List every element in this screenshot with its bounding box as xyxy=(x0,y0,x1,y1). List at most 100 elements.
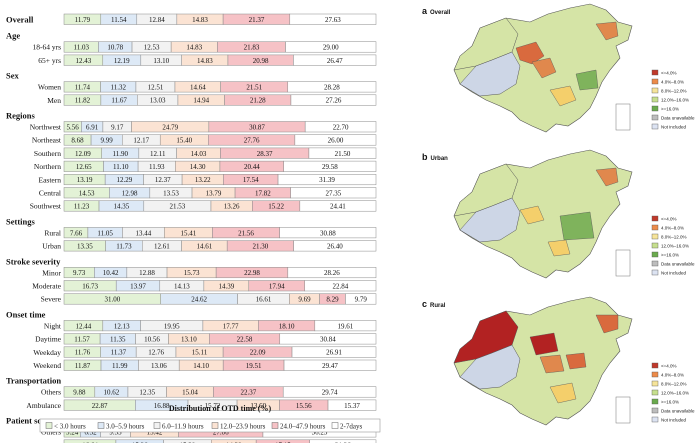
map-legend-entry: Not included xyxy=(661,418,687,423)
data-label: 11.37 xyxy=(111,349,127,357)
data-label: 13.60 xyxy=(250,402,266,410)
bar-segment xyxy=(163,439,212,443)
data-label: 22.87 xyxy=(92,402,108,410)
region-tibet xyxy=(459,197,521,243)
map-legend-entry: <=4.0% xyxy=(661,217,677,222)
data-label: 12.37 xyxy=(155,176,171,184)
data-label: 17.54 xyxy=(243,176,259,184)
china-map-overall: <=4.0% 4.0%–8.0% 8.0%–12.0% 12.0%–16.0% >=16… xyxy=(453,3,695,133)
map-legend-swatch xyxy=(651,251,659,258)
data-label: 11.87 xyxy=(75,362,91,370)
data-label: 12.61 xyxy=(154,243,170,251)
data-label: 6.52 xyxy=(84,429,97,437)
data-label: 13.53 xyxy=(163,189,179,197)
data-label: 15.56 xyxy=(296,402,312,410)
bar-segment xyxy=(291,346,377,358)
data-label: 14.94 xyxy=(193,97,209,105)
data-label: 15.40 xyxy=(176,137,192,145)
data-label: 21.56 xyxy=(238,229,254,237)
data-label: 6.91 xyxy=(86,123,99,131)
data-label: 13.06 xyxy=(151,362,167,370)
province-shape xyxy=(595,167,619,187)
data-label: 12.44 xyxy=(76,322,92,330)
data-label: 9.73 xyxy=(73,269,86,277)
data-label: 27.63 xyxy=(325,16,341,24)
group-header: Patient source xyxy=(6,416,58,426)
data-label: 9.88 xyxy=(73,389,86,397)
map-legend-swatch xyxy=(651,69,659,76)
data-label: 22.98 xyxy=(244,269,260,277)
bar-segment xyxy=(283,359,377,371)
map-legend-swatch xyxy=(651,260,659,267)
map-legend-entry: >=16.0% xyxy=(661,107,679,112)
legend-swatch xyxy=(153,422,161,429)
data-label: 11.35 xyxy=(110,336,126,344)
data-label: 27.06 xyxy=(213,429,229,437)
legend-entry: 3.0–5.9 hours xyxy=(106,423,145,431)
legend-entry: 6.0–11.9 hours xyxy=(162,423,204,431)
data-label: 14.35 xyxy=(114,203,130,211)
data-label: 11.67 xyxy=(111,97,127,105)
data-label: 12.53 xyxy=(144,44,160,52)
map-legend-entry: 12.0%–16.0% xyxy=(661,244,689,249)
row-label: Rural xyxy=(44,228,61,237)
data-label: 12.19 xyxy=(114,57,130,65)
data-label: 12.98 xyxy=(122,189,138,197)
row-label: Men xyxy=(47,96,61,105)
data-label: 12.35 xyxy=(139,389,155,397)
row-label: Urban xyxy=(42,242,61,251)
data-label: 11.54 xyxy=(111,16,127,24)
data-label: 24.62 xyxy=(191,296,207,304)
data-label: 11.05 xyxy=(97,229,113,237)
map-label: a Overall xyxy=(422,6,451,16)
map-legend-swatch xyxy=(651,362,659,369)
province-shape xyxy=(547,239,571,257)
data-label: 26.40 xyxy=(327,243,343,251)
province-shape xyxy=(549,382,577,404)
row-label: Central xyxy=(39,189,61,198)
data-label: 11.93 xyxy=(149,163,165,171)
data-label: 11.82 xyxy=(75,97,91,105)
data-label: 13.22 xyxy=(195,176,211,184)
map-legend-swatch xyxy=(651,269,659,276)
data-label: 16.88 xyxy=(154,402,170,410)
data-label: 14.10 xyxy=(193,362,209,370)
map-legend-entry: Data unavailable xyxy=(661,116,695,121)
data-label: 14.30 xyxy=(190,163,206,171)
map-legend-swatch xyxy=(651,380,659,387)
data-label: 12.11 xyxy=(150,150,166,158)
map-legend-swatch xyxy=(651,105,659,112)
data-label: 17.82 xyxy=(255,189,271,197)
map-legend-entry: Not included xyxy=(661,125,687,130)
row-label: ED xyxy=(51,441,62,443)
data-label: 17.94 xyxy=(269,282,285,290)
data-label: 28.37 xyxy=(257,150,273,158)
data-label: 20.98 xyxy=(253,57,269,65)
province-shape xyxy=(531,57,557,79)
otd-distribution-chart: Overall 11.79 11.54 12.84 14.83 21.37 27.63 Age… xyxy=(6,13,381,443)
data-label: 31.39 xyxy=(319,176,335,184)
map-legend-swatch xyxy=(651,371,659,378)
map-legend-swatch xyxy=(651,87,659,94)
data-label: 11.32 xyxy=(111,84,127,92)
data-label: 26.47 xyxy=(327,57,343,65)
data-label: 13.79 xyxy=(206,189,222,197)
map-legend-entry: >=16.0% xyxy=(661,253,679,258)
row-label: Eastern xyxy=(39,175,62,184)
row-label: Moderate xyxy=(32,282,61,291)
data-label: 14.03 xyxy=(191,150,207,158)
bar-segment xyxy=(211,439,257,443)
province-shape xyxy=(565,352,587,370)
data-label: 10.78 xyxy=(107,44,123,52)
data-label: 27.76 xyxy=(244,137,260,145)
province-shape xyxy=(549,85,577,107)
data-label: 14.13 xyxy=(174,282,190,290)
data-label: 15.42 xyxy=(147,429,163,437)
group-header: Transportation xyxy=(6,376,61,386)
data-label: 11.90 xyxy=(113,150,129,158)
map-legend-swatch xyxy=(651,389,659,396)
map-legend-swatch xyxy=(651,123,659,130)
bar-segment xyxy=(277,174,377,186)
province-shape xyxy=(595,314,619,334)
province-shape xyxy=(575,69,599,91)
